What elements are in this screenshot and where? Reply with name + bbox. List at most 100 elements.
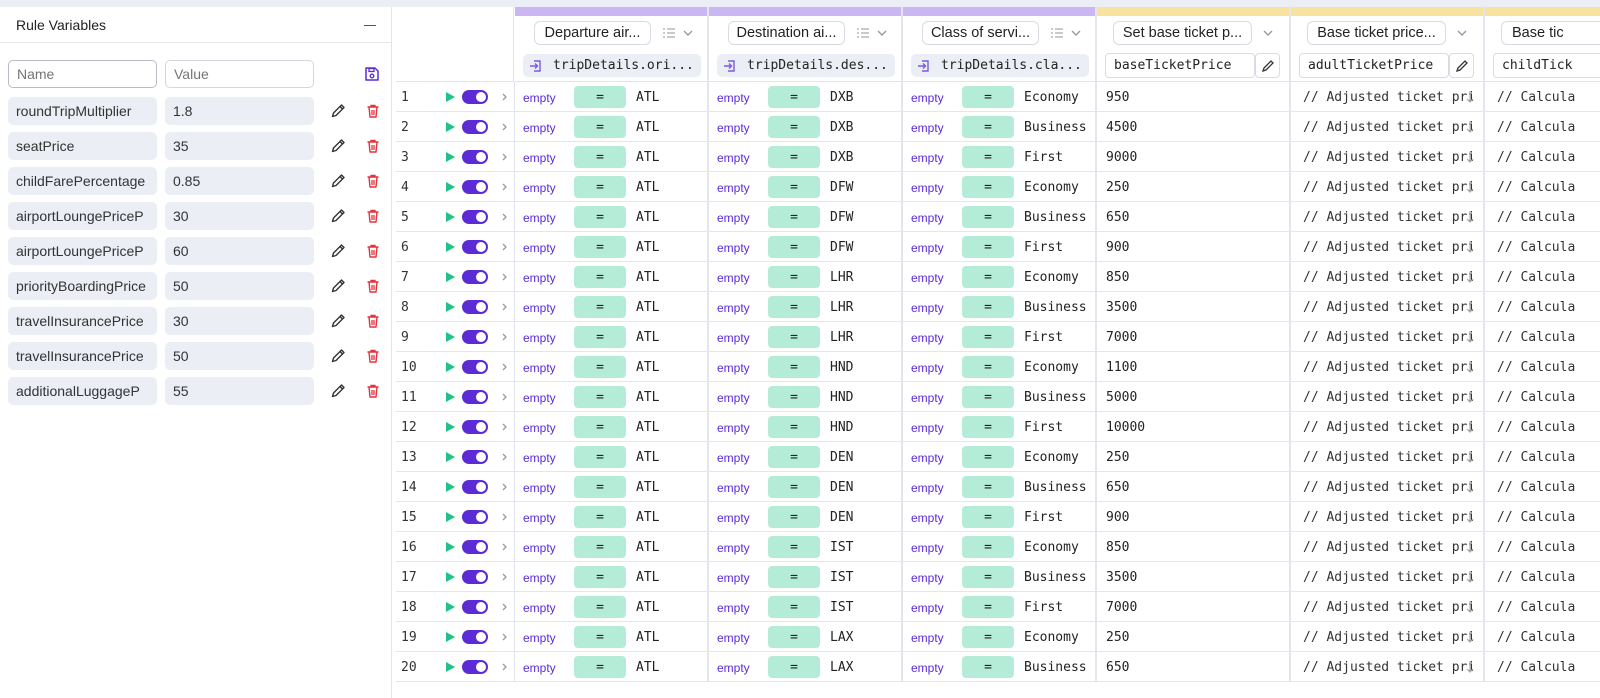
input-cell[interactable]: empty = ATL [515, 292, 709, 322]
input-cell[interactable]: empty = Business [903, 472, 1097, 502]
output-cell-adult-ticket[interactable]: // Adjusted ticket price [1291, 532, 1485, 562]
operator-selector[interactable]: = [768, 266, 820, 288]
chevron-right-icon[interactable] [500, 242, 510, 252]
chevron-right-icon[interactable] [500, 92, 510, 102]
pencil-icon[interactable] [330, 278, 346, 294]
variable-value[interactable]: 50 [165, 341, 314, 370]
input-cell[interactable]: empty = DEN [709, 442, 903, 472]
empty-badge[interactable]: empty [523, 181, 556, 195]
output-cell-child-ticket[interactable]: // Calcula [1485, 82, 1600, 112]
input-cell[interactable]: empty = DFW [709, 172, 903, 202]
input-cell[interactable]: empty = HND [709, 382, 903, 412]
trash-icon[interactable] [365, 348, 381, 364]
input-cell[interactable]: empty = First [903, 232, 1097, 262]
input-cell[interactable]: empty = Business [903, 202, 1097, 232]
row-enabled-toggle[interactable] [462, 660, 488, 674]
output-cell-base-ticket[interactable]: 5000 [1097, 382, 1291, 412]
play-icon[interactable] [444, 271, 456, 283]
operator-selector[interactable]: = [962, 536, 1014, 558]
empty-badge[interactable]: empty [523, 451, 556, 465]
empty-badge[interactable]: empty [911, 421, 944, 435]
input-cell[interactable]: empty = ATL [515, 472, 709, 502]
row-enabled-toggle[interactable] [462, 90, 488, 104]
output-cell-base-ticket[interactable]: 9000 [1097, 142, 1291, 172]
variable-value[interactable]: 30 [165, 306, 314, 335]
chevron-right-icon[interactable] [500, 302, 510, 312]
input-cell[interactable]: empty = ATL [515, 172, 709, 202]
chevron-right-icon[interactable] [500, 212, 510, 222]
input-cell[interactable]: empty = Business [903, 382, 1097, 412]
output-cell-child-ticket[interactable]: // Calcula [1485, 382, 1600, 412]
input-cell[interactable]: empty = HND [709, 412, 903, 442]
output-cell-base-ticket[interactable]: 250 [1097, 442, 1291, 472]
output-cell-adult-ticket[interactable]: // Adjusted ticket price [1291, 172, 1485, 202]
empty-badge[interactable]: empty [911, 301, 944, 315]
row-enabled-toggle[interactable] [462, 420, 488, 434]
pencil-icon[interactable] [330, 208, 346, 224]
output-cell-adult-ticket[interactable]: // Adjusted ticket price [1291, 352, 1485, 382]
input-cell[interactable]: empty = Economy [903, 622, 1097, 652]
operator-selector[interactable]: = [962, 656, 1014, 678]
output-cell-child-ticket[interactable]: // Calcula [1485, 652, 1600, 682]
operator-selector[interactable]: = [962, 296, 1014, 318]
output-edit-button[interactable] [1255, 53, 1280, 78]
empty-badge[interactable]: empty [911, 91, 944, 105]
row-enabled-toggle[interactable] [462, 360, 488, 374]
operator-selector[interactable]: = [574, 476, 626, 498]
pencil-icon[interactable] [330, 103, 346, 119]
empty-badge[interactable]: empty [523, 361, 556, 375]
play-icon[interactable] [444, 361, 456, 373]
trash-icon[interactable] [365, 278, 381, 294]
row-enabled-toggle[interactable] [462, 540, 488, 554]
output-cell-base-ticket[interactable]: 3500 [1097, 292, 1291, 322]
play-icon[interactable] [444, 181, 456, 193]
chevron-right-icon[interactable] [500, 392, 510, 402]
variable-name[interactable]: seatPrice [8, 131, 157, 160]
operator-selector[interactable]: = [768, 86, 820, 108]
operator-selector[interactable]: = [768, 476, 820, 498]
empty-badge[interactable]: empty [717, 241, 750, 255]
empty-badge[interactable]: empty [717, 481, 750, 495]
input-cell[interactable]: empty = ATL [515, 502, 709, 532]
input-cell[interactable]: empty = DXB [709, 142, 903, 172]
empty-badge[interactable]: empty [911, 331, 944, 345]
output-cell-adult-ticket[interactable]: // Adjusted ticket price [1291, 112, 1485, 142]
output-cell-adult-ticket[interactable]: // Adjusted ticket price [1291, 592, 1485, 622]
operator-selector[interactable]: = [962, 206, 1014, 228]
variable-name[interactable]: travelInsurancePrice [8, 306, 157, 335]
input-cell[interactable]: empty = Economy [903, 532, 1097, 562]
operator-selector[interactable]: = [962, 596, 1014, 618]
output-field-input[interactable]: baseTicketPrice [1105, 53, 1255, 78]
chevron-right-icon[interactable] [500, 602, 510, 612]
empty-badge[interactable]: empty [523, 151, 556, 165]
empty-badge[interactable]: empty [523, 601, 556, 615]
operator-selector[interactable]: = [768, 146, 820, 168]
output-cell-base-ticket[interactable]: 850 [1097, 532, 1291, 562]
output-cell-base-ticket[interactable]: 850 [1097, 262, 1291, 292]
operator-selector[interactable]: = [962, 266, 1014, 288]
trash-icon[interactable] [365, 243, 381, 259]
row-enabled-toggle[interactable] [462, 570, 488, 584]
operator-selector[interactable]: = [768, 656, 820, 678]
column-title[interactable]: Base tic [1501, 21, 1600, 45]
input-cell[interactable]: empty = ATL [515, 82, 709, 112]
operator-selector[interactable]: = [768, 356, 820, 378]
output-field-input[interactable]: childTick [1493, 53, 1600, 78]
play-icon[interactable] [444, 601, 456, 613]
operator-selector[interactable]: = [574, 296, 626, 318]
operator-selector[interactable]: = [768, 506, 820, 528]
operator-selector[interactable]: = [574, 326, 626, 348]
column-title[interactable]: Base ticket price... [1307, 21, 1446, 45]
output-cell-base-ticket[interactable]: 900 [1097, 232, 1291, 262]
variable-name[interactable]: priorityBoardingPrice [8, 271, 157, 300]
operator-selector[interactable]: = [962, 416, 1014, 438]
row-enabled-toggle[interactable] [462, 600, 488, 614]
input-path-selector[interactable]: tripDetails.des... [717, 54, 895, 77]
empty-badge[interactable]: empty [523, 271, 556, 285]
empty-badge[interactable]: empty [523, 421, 556, 435]
empty-badge[interactable]: empty [523, 511, 556, 525]
input-cell[interactable]: empty = DEN [709, 472, 903, 502]
empty-badge[interactable]: empty [717, 151, 750, 165]
operator-selector[interactable]: = [768, 596, 820, 618]
empty-badge[interactable]: empty [911, 511, 944, 525]
